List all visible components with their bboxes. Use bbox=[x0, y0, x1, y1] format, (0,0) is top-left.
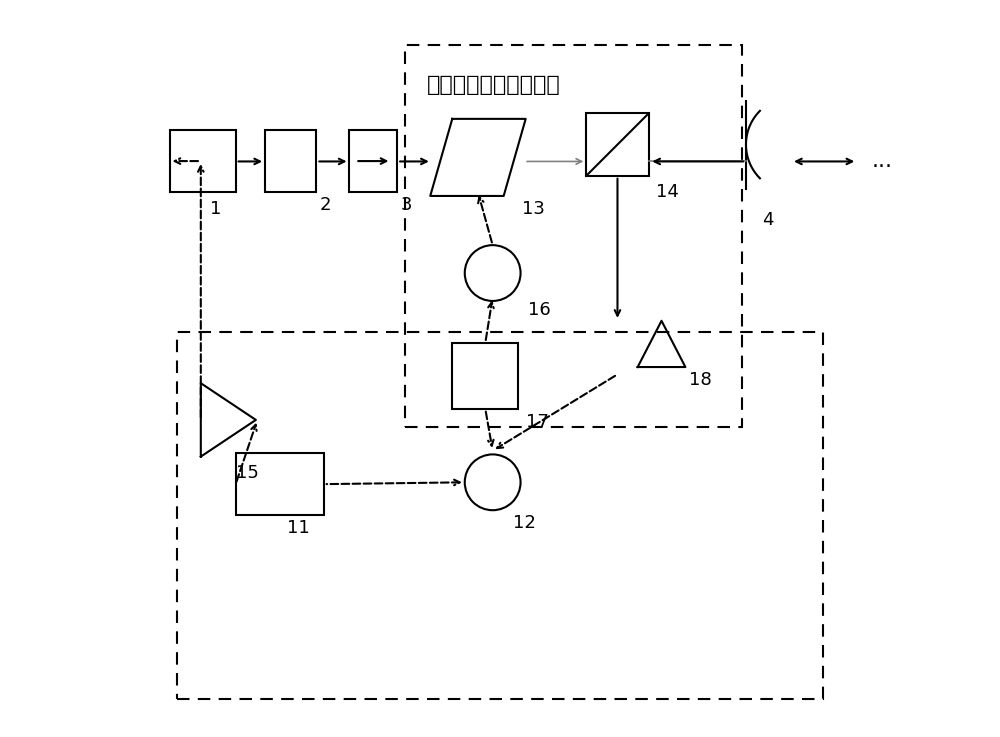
Bar bbox=[405, 46, 742, 427]
Text: 2: 2 bbox=[320, 196, 332, 214]
Text: 泵浦腔长反馈控制模块: 泵浦腔长反馈控制模块 bbox=[427, 75, 560, 95]
Text: 12: 12 bbox=[513, 514, 536, 532]
Text: 15: 15 bbox=[236, 464, 259, 482]
Text: 1: 1 bbox=[210, 200, 221, 217]
Text: 4: 4 bbox=[762, 211, 774, 228]
Text: 14: 14 bbox=[656, 183, 679, 201]
Text: 3: 3 bbox=[401, 196, 412, 214]
Text: 16: 16 bbox=[528, 301, 551, 319]
Circle shape bbox=[465, 455, 521, 510]
Text: ...: ... bbox=[872, 151, 893, 172]
Circle shape bbox=[465, 245, 521, 301]
Text: 18: 18 bbox=[689, 371, 712, 388]
Bar bbox=[236, 453, 324, 515]
Bar bbox=[586, 113, 649, 175]
Text: 13: 13 bbox=[522, 200, 545, 217]
Bar bbox=[265, 130, 316, 192]
Bar bbox=[170, 130, 236, 192]
Bar bbox=[349, 130, 397, 192]
Bar bbox=[177, 332, 823, 699]
Bar bbox=[452, 343, 518, 409]
Text: 17: 17 bbox=[526, 413, 549, 430]
Text: 11: 11 bbox=[287, 519, 310, 537]
